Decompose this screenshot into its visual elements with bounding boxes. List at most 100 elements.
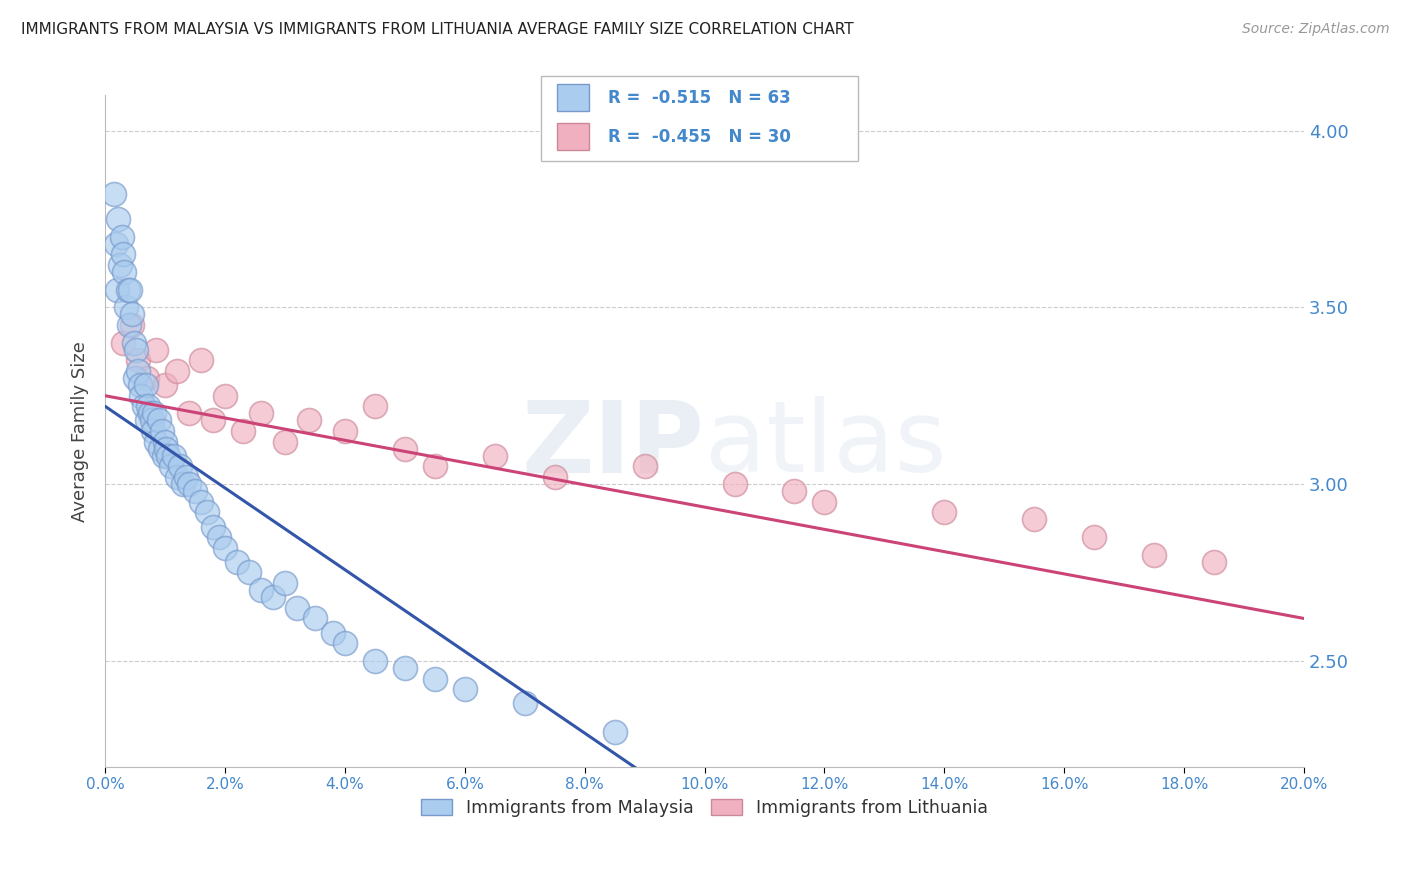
Point: [208, 530, 231, 544]
Point: [274, 576, 297, 591]
Point: [136, 413, 159, 427]
Point: [813, 495, 835, 509]
Point: [172, 477, 194, 491]
Text: R =  -0.515   N = 63: R = -0.515 N = 63: [607, 89, 790, 107]
Bar: [557, 123, 589, 151]
Point: [127, 364, 149, 378]
Point: [513, 696, 536, 710]
Point: [1143, 548, 1166, 562]
Point: [633, 459, 655, 474]
Point: [127, 353, 149, 368]
Point: [121, 318, 143, 332]
Point: [322, 625, 344, 640]
Point: [155, 442, 177, 456]
Point: [333, 424, 356, 438]
Point: [190, 495, 212, 509]
Point: [135, 378, 157, 392]
Point: [108, 258, 131, 272]
Point: [195, 505, 218, 519]
Point: [423, 459, 446, 474]
Point: [129, 389, 152, 403]
Point: [226, 555, 249, 569]
Point: [202, 519, 225, 533]
Point: [169, 459, 191, 474]
Point: [121, 308, 143, 322]
Text: ZIP: ZIP: [522, 396, 704, 493]
Point: [214, 389, 236, 403]
Point: [454, 682, 477, 697]
Point: [723, 477, 745, 491]
Point: [129, 378, 152, 392]
Point: [262, 591, 284, 605]
Point: [1202, 555, 1225, 569]
Point: [1083, 530, 1105, 544]
Point: [112, 335, 135, 350]
Point: [274, 434, 297, 449]
Point: [285, 600, 308, 615]
Bar: [557, 85, 589, 112]
Point: [150, 424, 173, 438]
FancyBboxPatch shape: [541, 76, 858, 161]
Point: [184, 484, 207, 499]
Point: [118, 318, 141, 332]
Point: [124, 371, 146, 385]
Point: [142, 424, 165, 438]
Legend: Immigrants from Malaysia, Immigrants from Lithuania: Immigrants from Malaysia, Immigrants fro…: [416, 793, 994, 822]
Point: [163, 449, 186, 463]
Point: [484, 449, 506, 463]
Text: R =  -0.455   N = 30: R = -0.455 N = 30: [607, 128, 790, 145]
Point: [160, 459, 183, 474]
Point: [174, 470, 197, 484]
Point: [202, 413, 225, 427]
Text: Source: ZipAtlas.com: Source: ZipAtlas.com: [1241, 22, 1389, 37]
Point: [544, 470, 567, 484]
Point: [145, 434, 167, 449]
Point: [145, 343, 167, 357]
Point: [138, 400, 160, 414]
Point: [179, 477, 201, 491]
Point: [364, 654, 387, 668]
Point: [166, 470, 188, 484]
Point: [112, 247, 135, 261]
Point: [232, 424, 254, 438]
Point: [394, 442, 416, 456]
Y-axis label: Average Family Size: Average Family Size: [72, 341, 89, 522]
Point: [934, 505, 956, 519]
Point: [250, 583, 273, 598]
Point: [603, 724, 626, 739]
Point: [304, 611, 326, 625]
Point: [134, 400, 156, 414]
Point: [1024, 512, 1046, 526]
Point: [166, 364, 188, 378]
Point: [148, 413, 170, 427]
Point: [103, 187, 125, 202]
Text: atlas: atlas: [704, 396, 946, 493]
Point: [139, 406, 162, 420]
Point: [141, 413, 163, 427]
Point: [153, 434, 176, 449]
Point: [111, 229, 134, 244]
Point: [157, 449, 180, 463]
Point: [179, 406, 201, 420]
Point: [143, 406, 166, 420]
Point: [250, 406, 273, 420]
Point: [153, 378, 176, 392]
Point: [105, 283, 128, 297]
Point: [115, 301, 138, 315]
Point: [394, 661, 416, 675]
Point: [364, 400, 387, 414]
Text: IMMIGRANTS FROM MALAYSIA VS IMMIGRANTS FROM LITHUANIA AVERAGE FAMILY SIZE CORREL: IMMIGRANTS FROM MALAYSIA VS IMMIGRANTS F…: [21, 22, 853, 37]
Point: [125, 343, 148, 357]
Point: [120, 283, 142, 297]
Point: [136, 371, 159, 385]
Point: [107, 212, 129, 227]
Point: [149, 442, 172, 456]
Point: [298, 413, 321, 427]
Point: [783, 484, 806, 499]
Point: [214, 541, 236, 555]
Point: [153, 449, 176, 463]
Point: [105, 236, 128, 251]
Point: [238, 566, 260, 580]
Point: [117, 283, 139, 297]
Point: [190, 353, 212, 368]
